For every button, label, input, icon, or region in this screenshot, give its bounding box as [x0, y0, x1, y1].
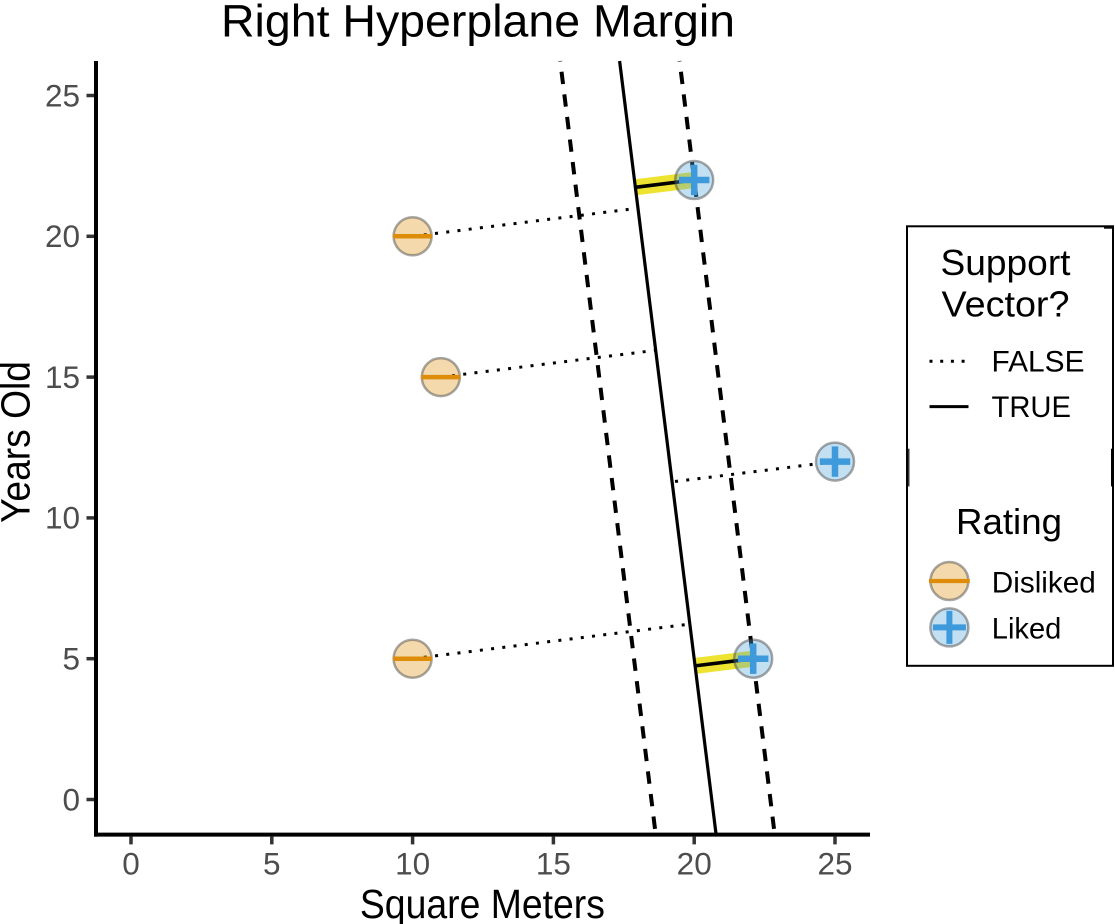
- svg-text:Liked: Liked: [992, 612, 1062, 645]
- svg-text:10: 10: [395, 845, 430, 881]
- svg-text:15: 15: [536, 845, 571, 881]
- svg-text:0: 0: [122, 845, 140, 881]
- svg-text:20: 20: [677, 845, 712, 881]
- svg-text:FALSE: FALSE: [992, 345, 1085, 378]
- svg-text:5: 5: [62, 641, 80, 677]
- svg-text:Disliked: Disliked: [992, 566, 1096, 599]
- svg-text:20: 20: [45, 218, 80, 254]
- svg-text:Support: Support: [941, 242, 1071, 283]
- svg-text:25: 25: [45, 77, 80, 113]
- svg-text:25: 25: [817, 845, 852, 881]
- svg-text:5: 5: [263, 845, 281, 881]
- svg-text:Right Hyperplane Margin: Right Hyperplane Margin: [221, 0, 735, 47]
- svg-text:Years Old: Years Old: [0, 361, 39, 523]
- svg-text:Vector?: Vector?: [942, 284, 1070, 325]
- svg-text:TRUE: TRUE: [992, 391, 1072, 424]
- svg-text:0: 0: [62, 781, 80, 817]
- svg-text:Square Meters: Square Meters: [360, 881, 605, 924]
- svg-text:15: 15: [45, 359, 80, 395]
- svg-text:10: 10: [45, 500, 80, 536]
- svg-text:Rating: Rating: [956, 501, 1062, 542]
